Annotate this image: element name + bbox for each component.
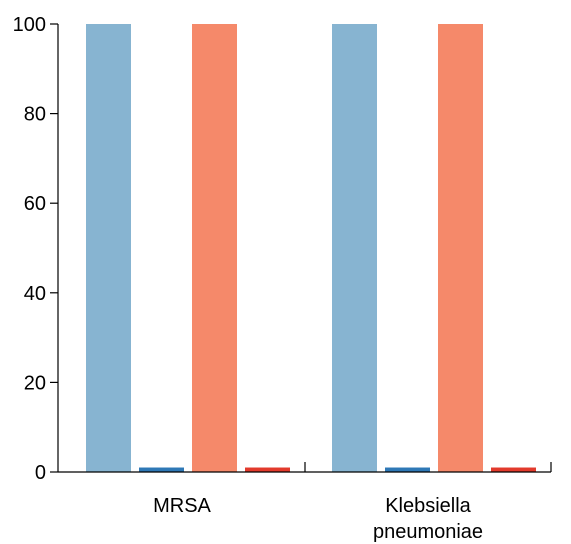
y-tick-label: 0 bbox=[35, 462, 46, 484]
bar-2-series-2 bbox=[385, 467, 430, 472]
bar-2-series-1 bbox=[332, 24, 377, 472]
y-tick-label: 80 bbox=[24, 104, 46, 126]
bar-1-series-2 bbox=[139, 467, 184, 472]
y-tick-label: 40 bbox=[24, 283, 46, 305]
y-tick-label: 60 bbox=[24, 193, 46, 215]
bar-1-series-4 bbox=[245, 467, 290, 472]
bar-2-series-4 bbox=[491, 467, 536, 472]
y-tick-label: 100 bbox=[13, 14, 46, 36]
x-category-label: MRSA bbox=[153, 495, 211, 517]
x-ticks: MRSA Klebsiella pneumoniae bbox=[153, 462, 552, 543]
bar-1-series-3 bbox=[192, 24, 237, 472]
x-category-label: Klebsiella pneumoniae bbox=[373, 495, 483, 543]
bar-2-series-3 bbox=[438, 24, 483, 472]
bar-1-series-1 bbox=[86, 24, 131, 472]
y-ticks: 0 20 40 60 80 100 bbox=[13, 14, 58, 484]
y-tick-label: 20 bbox=[24, 372, 46, 394]
bars-layer bbox=[86, 24, 536, 472]
